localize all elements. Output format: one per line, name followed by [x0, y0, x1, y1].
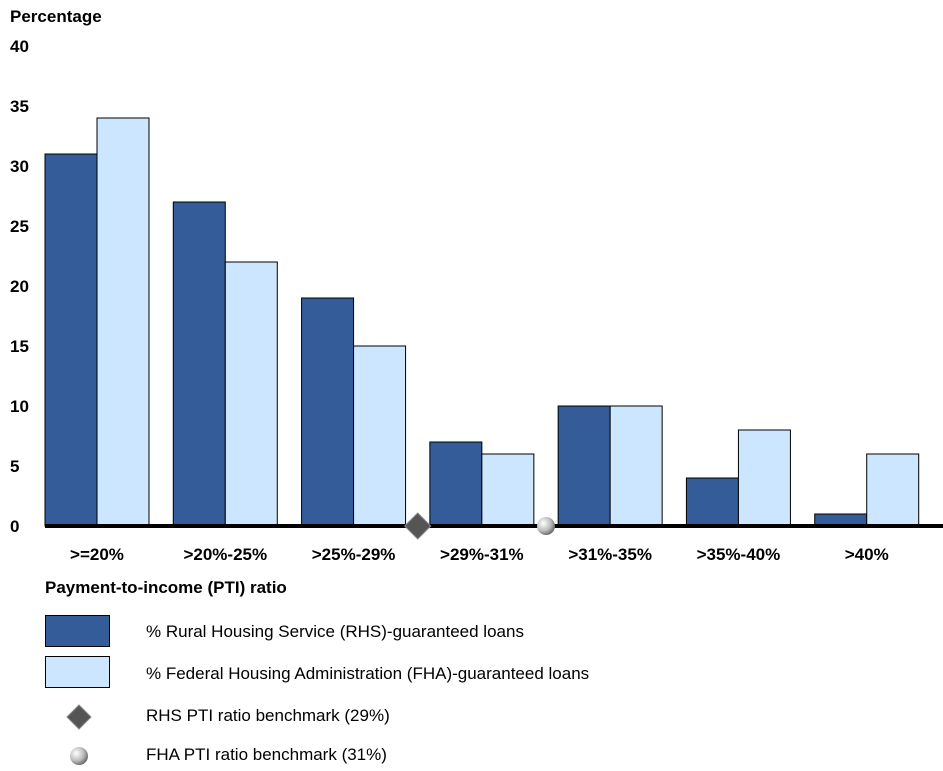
bar-rhs — [557, 405, 611, 527]
x-tick-label: >25%-29% — [312, 545, 396, 564]
bar-fha — [224, 261, 278, 527]
y-tick-label: 15 — [10, 337, 29, 356]
y-tick-label: 5 — [10, 457, 19, 476]
legend-label-fha: % Federal Housing Administration (FHA)-g… — [146, 664, 590, 683]
bar-rhs — [429, 441, 483, 527]
y-tick-label: 35 — [10, 97, 29, 116]
bar-rhs — [44, 153, 98, 527]
y-tick-label: 10 — [10, 397, 29, 416]
x-tick-label: >35%-40% — [697, 545, 781, 564]
bar-rhs — [172, 201, 226, 527]
x-axis-title: Payment-to-income (PTI) ratio — [45, 578, 287, 597]
circle-icon — [70, 747, 88, 765]
bar-fha — [481, 453, 535, 527]
legend-label-rhs-benchmark: RHS PTI ratio benchmark (29%) — [146, 706, 390, 725]
y-tick-label: 20 — [10, 277, 29, 296]
x-tick-label: >40% — [845, 545, 889, 564]
fha-benchmark-marker — [537, 517, 555, 535]
legend-label-fha-benchmark: FHA PTI ratio benchmark (31%) — [146, 745, 387, 764]
y-tick-label: 30 — [10, 157, 29, 176]
bar-rhs — [301, 297, 355, 527]
diamond-icon — [66, 704, 92, 730]
bar-fha — [96, 117, 150, 527]
y-tick-label: 25 — [10, 217, 29, 236]
y-axis-title: Percentage — [10, 7, 102, 26]
y-tick-label: 40 — [10, 37, 29, 56]
bar-chart: Percentage Payment-to-income (PTI) ratio… — [10, 7, 943, 597]
rhs-benchmark-marker — [404, 512, 432, 540]
x-tick-label: >20%-25% — [183, 545, 267, 564]
y-tick-label: 0 — [10, 517, 19, 536]
x-tick-label: >=20% — [70, 545, 124, 564]
bar-fha — [866, 453, 920, 527]
legend-label-rhs: % Rural Housing Service (RHS)-guaranteed… — [146, 622, 524, 641]
bar-fha — [353, 345, 407, 527]
x-tick-label: >31%-35% — [568, 545, 652, 564]
bar-fha — [737, 429, 791, 527]
legend-swatch-fha — [45, 656, 110, 688]
bar-fha — [609, 405, 663, 527]
bar-rhs — [685, 477, 739, 527]
legend-swatch-rhs — [45, 615, 110, 647]
x-tick-label: >29%-31% — [440, 545, 524, 564]
